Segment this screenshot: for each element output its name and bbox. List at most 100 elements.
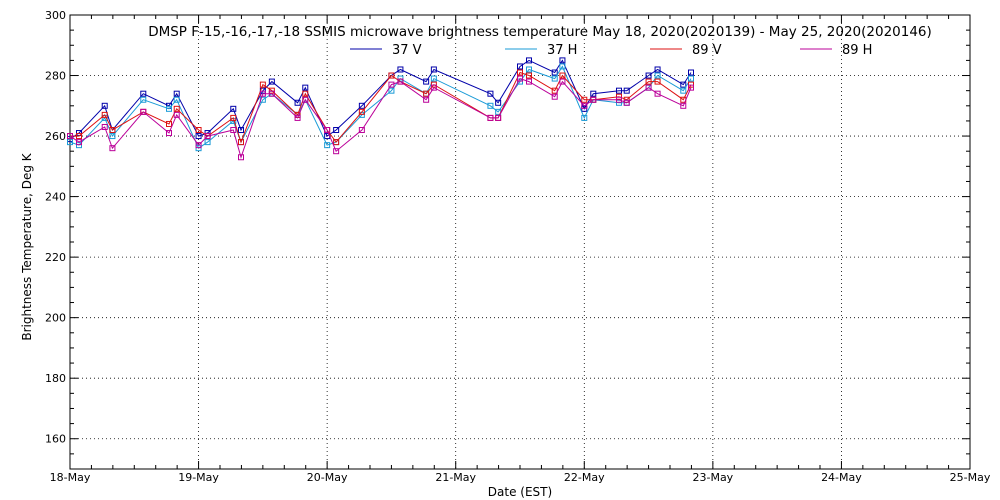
data-point — [238, 127, 244, 134]
data-point — [551, 93, 558, 100]
data-point — [140, 108, 147, 115]
data-point — [173, 96, 180, 103]
x-tick-label: 18-May — [50, 471, 91, 484]
data-point — [333, 148, 340, 155]
data-point — [623, 87, 630, 94]
x-tick-label: 25-May — [950, 471, 991, 484]
data-point — [517, 75, 523, 82]
legend-label: 89 V — [692, 43, 722, 58]
data-point — [623, 99, 630, 106]
data-point — [101, 102, 108, 109]
data-point — [230, 105, 237, 112]
x-tick-label: 22-May — [564, 471, 605, 484]
y-tick-label: 200 — [45, 312, 66, 325]
data-point — [616, 99, 622, 106]
data-point — [559, 63, 566, 70]
series-1 — [67, 57, 694, 143]
data-point — [302, 84, 309, 91]
x-tick-label: 21-May — [435, 471, 476, 484]
data-point — [526, 66, 532, 73]
data-point — [397, 66, 404, 73]
data-point — [268, 78, 275, 85]
series-layer — [67, 57, 694, 161]
data-point — [388, 81, 395, 88]
y-tick-label: 260 — [45, 130, 66, 143]
data-point — [324, 142, 331, 149]
data-point — [551, 75, 558, 82]
data-point — [173, 105, 180, 112]
data-point — [302, 96, 309, 103]
data-point — [423, 78, 430, 85]
data-point — [388, 72, 395, 79]
data-point — [333, 127, 340, 134]
data-point — [268, 90, 275, 97]
data-point — [581, 102, 588, 109]
data-point — [397, 78, 404, 85]
data-point — [688, 84, 694, 91]
series-line — [69, 65, 692, 149]
data-point — [654, 66, 661, 73]
data-point — [204, 133, 211, 140]
y-tick-label: 300 — [45, 9, 66, 22]
legend-label: 37 H — [547, 43, 577, 58]
data-point — [645, 72, 652, 79]
data-point — [101, 111, 108, 118]
legend-label: 37 V — [392, 43, 422, 58]
data-point — [645, 78, 652, 85]
data-point — [559, 57, 566, 64]
y-tick-label: 240 — [45, 191, 66, 204]
data-point — [423, 96, 430, 103]
data-point — [109, 145, 116, 152]
data-point — [195, 127, 202, 134]
data-point — [551, 69, 558, 76]
data-point — [517, 63, 523, 70]
data-point — [487, 90, 494, 97]
data-point — [680, 87, 687, 94]
data-point — [430, 84, 437, 91]
series-4 — [67, 75, 694, 161]
data-point — [423, 90, 430, 97]
x-tick-label: 19-May — [178, 471, 219, 484]
data-point — [76, 133, 82, 140]
data-point — [259, 81, 266, 88]
data-point — [680, 102, 687, 109]
legend: 37 V 37 H 89 V 89 H — [350, 43, 872, 58]
data-point — [101, 123, 108, 130]
y-axis-label: Brightness Temperature, Deg K — [20, 152, 34, 340]
data-point — [166, 130, 172, 137]
x-tick-label: 23-May — [692, 471, 733, 484]
data-point — [551, 87, 558, 94]
plot-area — [69, 14, 971, 470]
data-point — [358, 108, 365, 115]
x-tick-label: 20-May — [307, 471, 348, 484]
data-point — [654, 78, 661, 85]
x-tick-label: 24-May — [821, 471, 862, 484]
x-axis-label: Date (EST) — [488, 485, 552, 499]
data-point — [358, 102, 365, 109]
data-point — [204, 139, 211, 146]
data-point — [616, 96, 622, 103]
series-line — [69, 77, 692, 159]
data-point — [526, 72, 532, 79]
data-point — [487, 114, 494, 121]
legend-label: 89 H — [842, 43, 872, 58]
data-point — [195, 133, 202, 140]
data-point — [590, 90, 597, 97]
data-point — [195, 142, 202, 149]
data-point — [259, 90, 266, 97]
data-point — [173, 111, 180, 118]
data-point — [616, 87, 622, 94]
data-point — [140, 96, 147, 103]
data-point — [654, 90, 661, 97]
data-point — [645, 84, 652, 91]
data-point — [67, 139, 73, 146]
data-point — [302, 90, 309, 97]
data-point — [688, 81, 694, 88]
data-point — [230, 114, 237, 121]
data-point — [517, 69, 523, 76]
data-point — [654, 72, 661, 79]
data-point — [526, 57, 532, 64]
data-point — [324, 127, 331, 134]
data-point — [388, 87, 395, 94]
